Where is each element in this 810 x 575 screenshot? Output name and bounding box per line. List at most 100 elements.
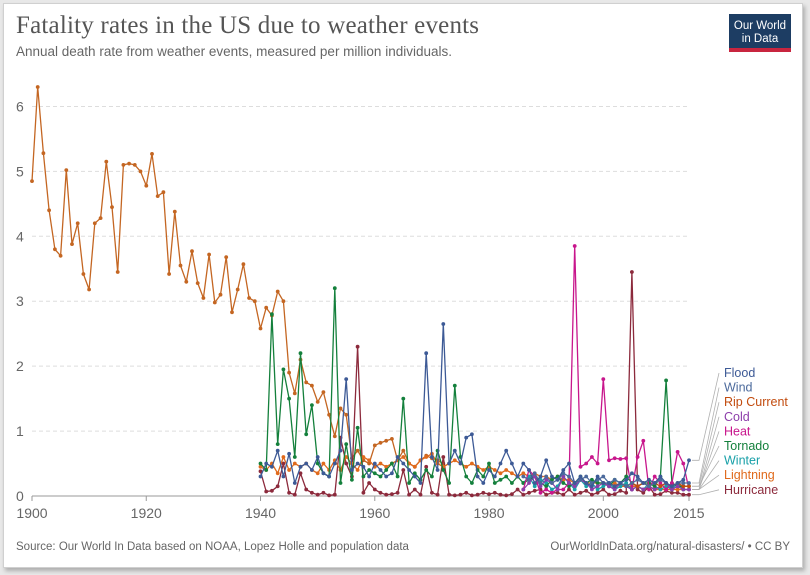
legend-label-tornado: Tornado	[724, 439, 769, 453]
legend-label-wind: Wind	[724, 381, 753, 395]
data-point	[561, 474, 566, 479]
data-point	[47, 208, 51, 213]
x-tick-label: 1980	[473, 505, 504, 521]
data-point	[270, 464, 274, 469]
data-point	[481, 468, 486, 472]
data-point	[407, 468, 411, 472]
data-point	[310, 383, 314, 388]
data-point	[230, 310, 234, 315]
series-heat	[521, 244, 691, 495]
data-point	[315, 461, 320, 466]
legend-connector-flood	[692, 372, 720, 461]
y-tick-label: 6	[16, 98, 24, 114]
data-point	[407, 481, 411, 485]
data-point	[492, 474, 497, 479]
data-point	[612, 481, 617, 485]
data-point	[647, 477, 651, 482]
data-point	[344, 461, 349, 466]
data-point	[521, 487, 526, 492]
data-point	[498, 471, 503, 476]
data-point	[264, 489, 269, 494]
data-point	[201, 296, 206, 300]
data-point	[527, 468, 531, 472]
data-point	[550, 487, 554, 492]
data-point	[144, 183, 149, 188]
data-point	[681, 484, 686, 489]
data-point	[338, 448, 343, 453]
data-point	[275, 471, 280, 476]
data-point	[664, 481, 668, 485]
data-point	[104, 159, 109, 164]
series-group	[30, 85, 691, 498]
data-point	[647, 487, 651, 492]
data-point	[681, 477, 686, 482]
source-url[interactable]: OurWorldInData.org/natural-disasters/ • …	[550, 541, 790, 553]
owid-logo[interactable]: Our World in Data	[729, 14, 791, 52]
data-point	[92, 221, 97, 226]
data-point	[287, 396, 291, 401]
data-point	[332, 434, 337, 439]
data-point	[635, 455, 640, 459]
data-point	[110, 205, 114, 210]
data-point	[447, 492, 451, 497]
data-point	[532, 471, 537, 476]
legend-label-hurricane: Hurricane	[724, 483, 778, 497]
data-point	[544, 484, 549, 489]
data-point	[401, 468, 406, 472]
source-note: Source: Our World In Data based on NOAA,…	[16, 541, 409, 553]
data-point	[635, 487, 640, 492]
data-point	[481, 474, 486, 479]
data-point	[544, 474, 549, 479]
data-point	[424, 468, 429, 472]
data-point	[430, 490, 434, 495]
data-point	[384, 492, 389, 497]
data-point	[612, 456, 617, 461]
data-point	[418, 481, 423, 485]
y-tick-label: 4	[16, 228, 24, 244]
data-point	[367, 481, 371, 485]
data-point	[607, 458, 611, 463]
data-point	[372, 487, 377, 492]
data-point	[624, 490, 629, 495]
data-point	[572, 244, 577, 248]
data-point	[618, 488, 623, 493]
data-point	[670, 481, 674, 485]
data-point	[412, 487, 417, 492]
data-point	[675, 481, 680, 485]
data-point	[624, 481, 629, 485]
data-point	[510, 492, 514, 496]
data-point	[590, 492, 594, 497]
data-point	[544, 458, 549, 463]
data-point	[681, 492, 686, 497]
data-point	[292, 461, 297, 466]
data-point	[64, 168, 69, 173]
data-point	[452, 458, 457, 463]
data-point	[601, 484, 606, 489]
logo-line-1: Our World	[733, 20, 787, 32]
data-point	[567, 481, 571, 485]
data-point	[412, 474, 417, 479]
data-point	[498, 492, 503, 497]
data-point	[304, 380, 309, 385]
data-point	[595, 461, 600, 466]
data-point	[641, 438, 646, 443]
data-point	[167, 272, 172, 276]
data-point	[550, 474, 554, 479]
data-point	[658, 492, 663, 496]
data-point	[470, 481, 474, 485]
x-tick-label: 1940	[245, 505, 276, 521]
data-point	[550, 481, 554, 485]
data-point	[481, 481, 486, 485]
data-point	[264, 305, 269, 310]
x-tick-label: 1920	[131, 505, 162, 521]
data-point	[458, 492, 463, 497]
data-point	[595, 487, 600, 492]
data-point	[641, 490, 646, 495]
data-point	[435, 468, 440, 472]
data-point	[430, 455, 434, 459]
data-point	[372, 443, 377, 448]
data-point	[395, 490, 400, 495]
data-point	[275, 289, 280, 294]
data-point	[441, 322, 446, 326]
data-point	[584, 488, 589, 493]
